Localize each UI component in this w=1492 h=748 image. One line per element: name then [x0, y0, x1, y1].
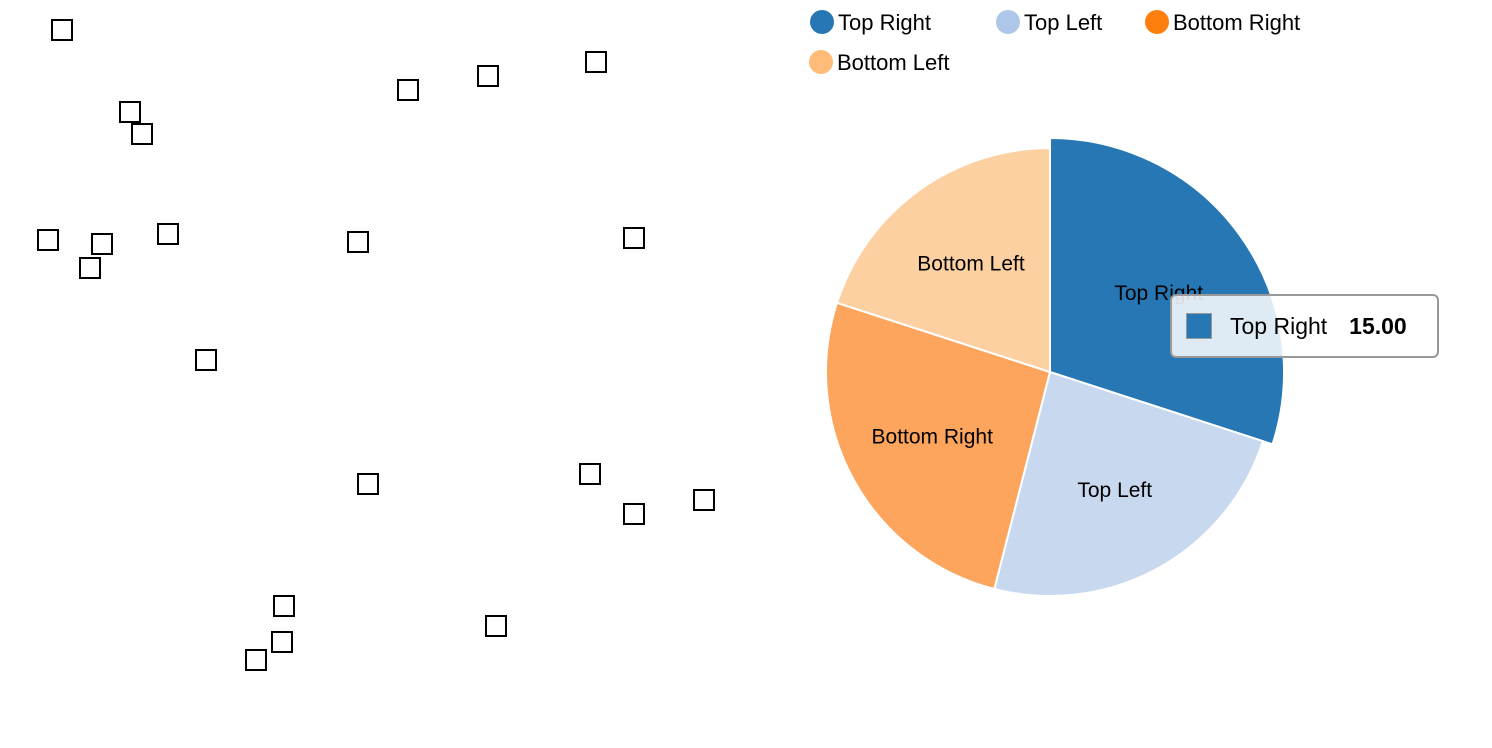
scatter-point-13[interactable] [195, 349, 217, 371]
legend-swatch [1145, 10, 1169, 34]
legend-item-2[interactable]: Top Left [996, 10, 1102, 35]
scatter-point-4[interactable] [397, 79, 419, 101]
legend-label: Bottom Left [837, 50, 950, 75]
scatter-point-10[interactable] [79, 257, 101, 279]
slice-label-bottom-right: Bottom Right [872, 426, 994, 449]
legend-item-4[interactable]: Bottom Left [809, 50, 950, 75]
legend-label: Top Left [1024, 10, 1102, 35]
slice-label-bottom-left: Bottom Left [917, 252, 1025, 275]
scatter-point-6[interactable] [585, 51, 607, 73]
slice-label-top-left: Top Left [1077, 479, 1152, 502]
legend-swatch [809, 50, 833, 74]
scatter-point-20[interactable] [245, 649, 267, 671]
legend-label: Top Right [838, 10, 931, 35]
scatter-point-1[interactable] [51, 19, 73, 41]
legend-item-3[interactable]: Bottom Right [1145, 10, 1300, 35]
scatter-point-21[interactable] [485, 615, 507, 637]
legend-swatch [996, 10, 1020, 34]
scatter-point-5[interactable] [477, 65, 499, 87]
scatter-point-19[interactable] [271, 631, 293, 653]
scatter-point-8[interactable] [91, 233, 113, 255]
scatter-point-16[interactable] [623, 503, 645, 525]
pie-slice-bottom-left[interactable] [835, 146, 1051, 374]
pie-slice-top-left[interactable] [993, 370, 1265, 597]
tooltip-label: Top Right [1230, 312, 1328, 339]
scatter-point-17[interactable] [693, 489, 715, 511]
tooltip-swatch [1186, 313, 1212, 339]
scatter-point-9[interactable] [157, 223, 179, 245]
tooltip-value: 15.00 [1349, 312, 1407, 339]
scatter-point-18[interactable] [273, 595, 295, 617]
scatter-point-12[interactable] [623, 227, 645, 249]
pie-slice-bottom-right[interactable] [825, 301, 1052, 591]
pie-chart: Top Right Top Left Bottom Right Bottom Left… [809, 10, 1300, 597]
chart-tooltip: Top Right 15.00 [1170, 294, 1439, 358]
scatter-point-2[interactable] [119, 101, 141, 123]
scatter-point-3[interactable] [131, 123, 153, 145]
legend-label: Bottom Right [1173, 10, 1300, 35]
scatter-point-11[interactable] [347, 231, 369, 253]
legend-swatch [810, 10, 834, 34]
scatter-point-15[interactable] [579, 463, 601, 485]
scatter-point-14[interactable] [357, 473, 379, 495]
legend-item-1[interactable]: Top Right [810, 10, 931, 35]
scatter-plot [37, 19, 715, 671]
scatter-point-7[interactable] [37, 229, 59, 251]
pie-slice-top-right[interactable] [1049, 136, 1285, 446]
